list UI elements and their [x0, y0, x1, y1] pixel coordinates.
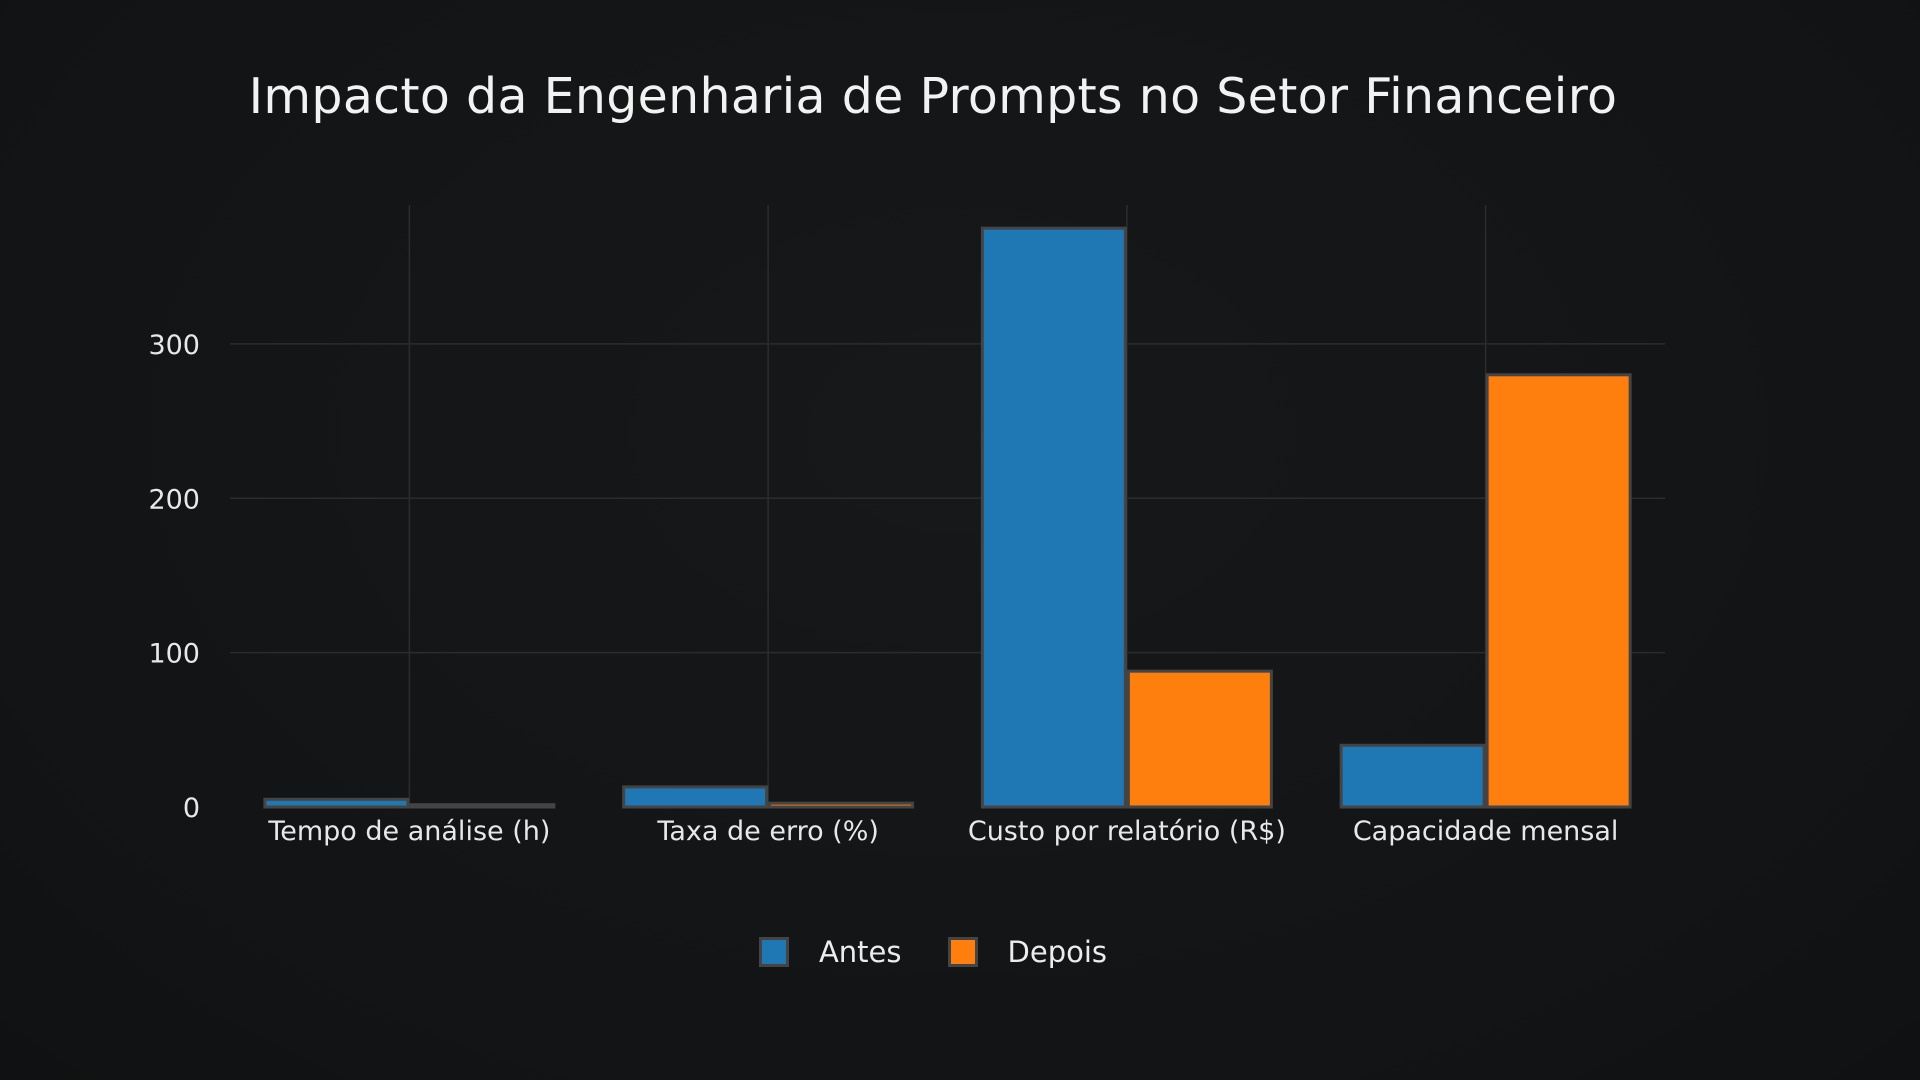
chart-title: Impacto da Engenharia de Prompts no Seto…	[248, 68, 1618, 125]
x-tick-label: Taxa de erro (%)	[656, 816, 879, 847]
y-tick-label: 0	[183, 793, 200, 824]
x-tick-label: Tempo de análise (h)	[267, 816, 550, 847]
bar-antes-4[interactable]	[1339, 743, 1486, 809]
x-tick-label: Capacidade mensal	[1353, 816, 1619, 847]
legend-item-depois[interactable]: Depois	[947, 935, 1108, 969]
bar-antes-2[interactable]	[622, 785, 769, 809]
legend-label-depois: Depois	[1007, 935, 1108, 969]
legend-item-antes[interactable]: Antes	[758, 935, 902, 969]
bar-depois-4[interactable]	[1485, 373, 1632, 809]
legend-label-antes: Antes	[818, 935, 902, 969]
y-tick-label: 100	[148, 639, 200, 670]
x-tick-label: Custo por relatório (R$)	[968, 816, 1286, 847]
bar-depois-3[interactable]	[1126, 669, 1273, 809]
legend-swatch-depois	[947, 937, 978, 967]
legend: Antes Depois	[0, 935, 1866, 969]
bar-antes-1[interactable]	[263, 797, 410, 809]
bar-antes-3[interactable]	[980, 226, 1127, 809]
bar-depois-2[interactable]	[768, 801, 915, 809]
legend-swatch-antes	[758, 937, 789, 967]
bar-depois-1[interactable]	[409, 803, 556, 809]
y-tick-label: 200	[148, 484, 200, 515]
y-tick-label: 300	[148, 330, 200, 361]
